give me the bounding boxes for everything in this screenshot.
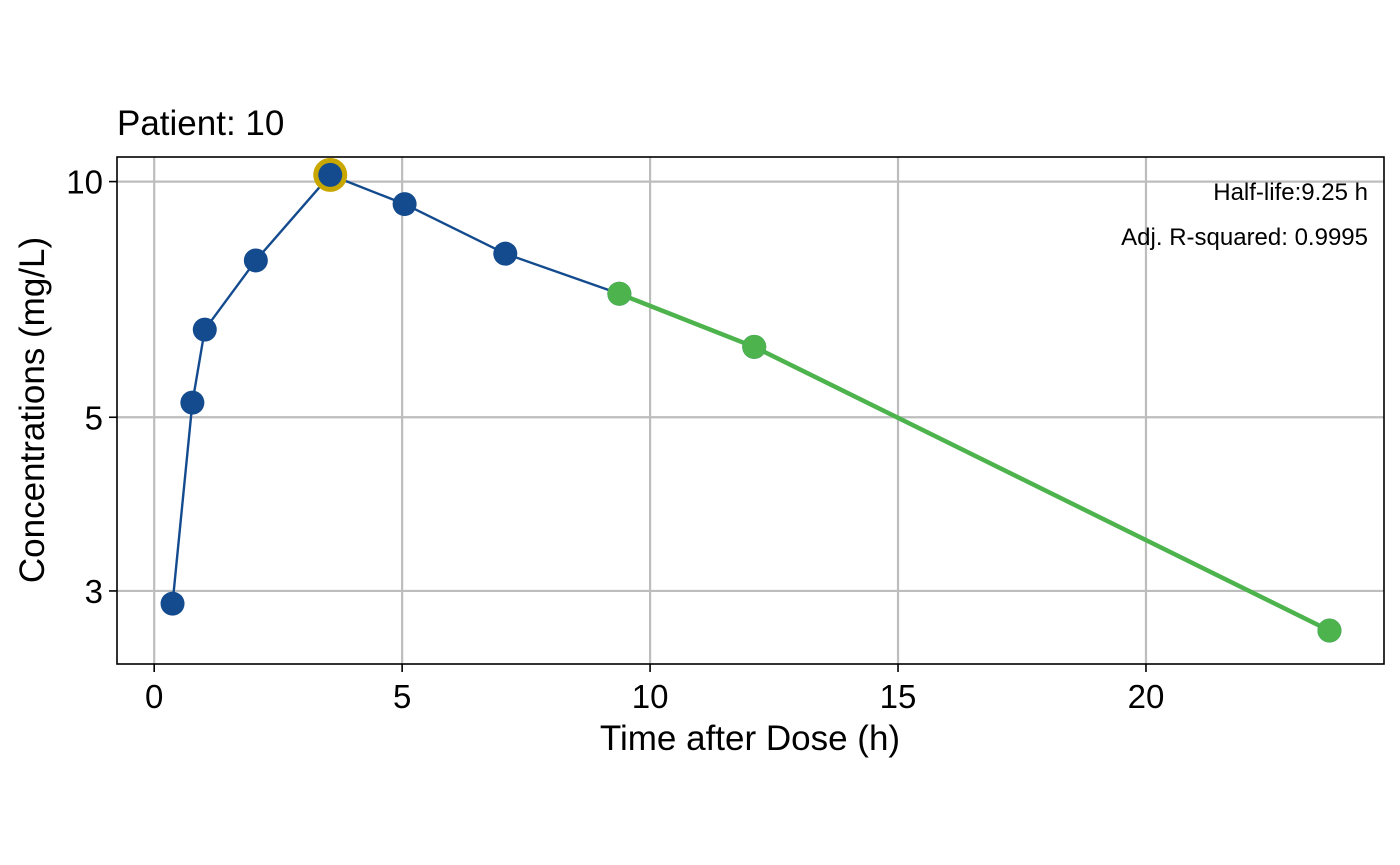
y-tick-label: 5 <box>85 399 103 436</box>
y-axis-title: Concentrations (mg/L) <box>13 237 52 583</box>
ticks-layer: 0 5 10 15 20 3 5 10 <box>66 164 1164 715</box>
annotation-r-squared: Adj. R-squared: 0.9995 <box>1121 224 1368 251</box>
observed-point <box>318 162 343 187</box>
grid-layer <box>117 157 1384 664</box>
x-tick-label: 15 <box>880 678 917 715</box>
y-tick-label: 10 <box>66 164 103 201</box>
terminal-fit-point <box>742 334 767 359</box>
observed-point <box>243 248 268 273</box>
annotation-half-life: Half-life:9.25 h <box>1213 179 1368 206</box>
observed-point <box>392 192 417 217</box>
terminal-fit-point <box>1317 618 1342 643</box>
observed-point <box>493 241 518 266</box>
terminal-fit-point <box>607 281 632 306</box>
observed-point <box>192 317 217 342</box>
x-tick-label: 5 <box>393 678 411 715</box>
plot-panel-border <box>116 156 1385 665</box>
observed-point <box>180 390 205 415</box>
terminal-fit-line <box>617 291 1332 633</box>
chart-title: Patient: 10 <box>117 104 284 143</box>
y-tick-label: 3 <box>85 573 103 610</box>
observed-point <box>160 591 185 616</box>
x-tick-label: 0 <box>145 678 163 715</box>
series-layer <box>160 157 1342 643</box>
x-axis-title: Time after Dose (h) <box>600 719 900 758</box>
x-tick-label: 10 <box>632 678 669 715</box>
x-tick-label: 20 <box>1128 678 1165 715</box>
